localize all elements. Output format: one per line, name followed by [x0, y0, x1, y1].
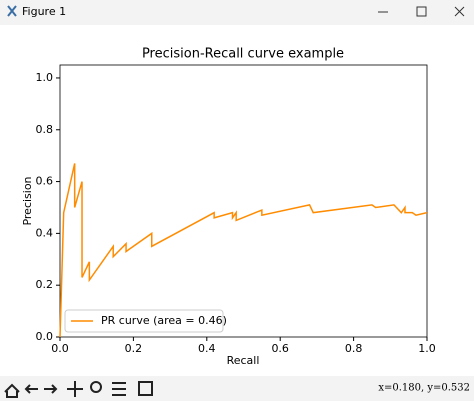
x-tick-label: 0.8 [345, 342, 363, 355]
maximize-button[interactable] [416, 6, 427, 17]
y-axis-label: Precision [21, 176, 34, 225]
y-tick-label: 0.0 [36, 330, 54, 343]
app-icon [7, 5, 17, 17]
chart-title: Precision-Recall curve example [142, 47, 344, 62]
window-title: Figure 1 [22, 5, 66, 18]
status-text: x=0.180, y=0.532 [378, 383, 470, 394]
y-tick-label: 0.6 [36, 175, 54, 188]
title-bar [0, 0, 474, 25]
x-tick-label: 1.0 [418, 342, 436, 355]
y-tick-label: 0.2 [36, 278, 54, 291]
y-tick-label: 0.8 [36, 123, 54, 136]
x-tick-label: 0.0 [51, 342, 69, 355]
axes-frame [59, 64, 428, 338]
save-button[interactable] [138, 381, 153, 396]
legend-label: PR curve (area = 0.46) [101, 314, 227, 327]
pan-button[interactable] [67, 381, 83, 397]
legend-box [64, 309, 224, 333]
x-tick-label: 0.6 [271, 342, 289, 355]
pr-curve [59, 163, 428, 338]
forward-button[interactable] [44, 384, 58, 394]
x-tick-label: 0.2 [125, 342, 143, 355]
y-tick-label: 1.0 [36, 71, 54, 84]
back-button[interactable] [24, 384, 38, 394]
configure-button[interactable] [112, 382, 126, 396]
y-tick-label: 0.4 [36, 226, 54, 239]
close-button[interactable] [454, 6, 465, 17]
x-tick-label: 0.4 [198, 342, 216, 355]
x-axis-label: Recall [227, 354, 260, 367]
zoom-button[interactable] [90, 381, 102, 393]
home-button[interactable] [4, 383, 20, 398]
